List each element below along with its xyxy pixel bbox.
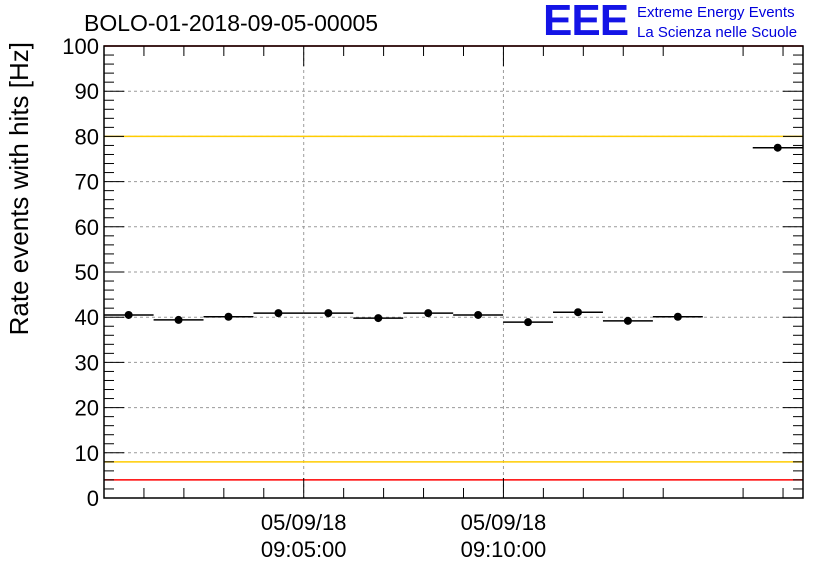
data-point <box>124 310 133 319</box>
data-point <box>424 309 433 318</box>
y-tick-label: 10 <box>75 441 99 466</box>
y-axis-title: Rate events with hits [Hz] <box>4 42 34 335</box>
y-tick-label: 60 <box>75 215 99 240</box>
y-tick-label: 90 <box>75 79 99 104</box>
tick-layer <box>104 45 803 499</box>
data-point <box>773 143 782 152</box>
data-point <box>573 308 582 317</box>
chart-title: BOLO-01-2018-09-05-00005 <box>84 10 379 36</box>
data-point <box>374 314 383 323</box>
reference-lines <box>104 45 803 481</box>
data-point <box>524 318 533 327</box>
label-layer: 010203040506070809010005/09/1809:05:0005… <box>62 34 546 562</box>
y-tick-label: 30 <box>75 350 99 375</box>
logo-line-2: La Scienza nelle Scuole <box>637 24 798 41</box>
grid-layer <box>104 46 803 498</box>
y-tick-label: 40 <box>75 305 99 330</box>
data-point <box>174 315 183 324</box>
eee-logo: EEE Extreme Energy Events La Scienza nel… <box>543 0 833 46</box>
y-tick-label: 50 <box>75 260 99 285</box>
y-tick-label: 70 <box>75 170 99 195</box>
y-tick-label: 20 <box>75 396 99 421</box>
x-tick-time: 09:05:00 <box>261 537 347 562</box>
data-point <box>673 312 682 321</box>
data-point <box>623 316 632 325</box>
data-point <box>324 309 333 318</box>
data-layer <box>103 143 803 327</box>
y-tick-label: 100 <box>62 34 99 59</box>
data-point <box>224 312 233 321</box>
x-tick-date: 05/09/18 <box>261 510 347 535</box>
logo-line-1: Extreme Energy Events <box>637 4 795 21</box>
y-tick-label: 80 <box>75 124 99 149</box>
data-point <box>474 310 483 319</box>
y-tick-label: 0 <box>87 486 99 511</box>
logo-mark: EEE <box>543 0 629 45</box>
x-tick-date: 05/09/18 <box>461 510 547 535</box>
data-point <box>274 309 283 318</box>
x-tick-time: 09:10:00 <box>461 537 547 562</box>
